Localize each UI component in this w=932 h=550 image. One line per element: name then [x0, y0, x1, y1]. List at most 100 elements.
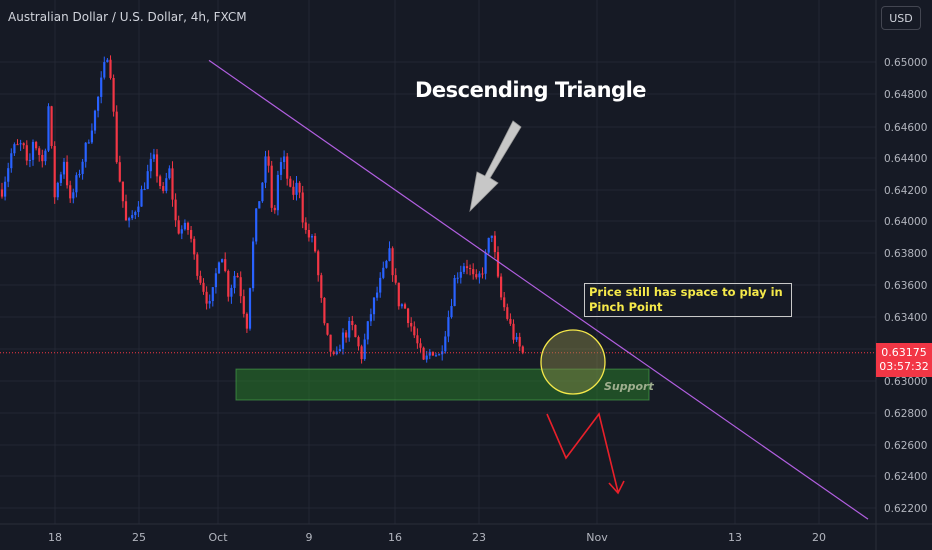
- descending-trendline: [208, 59, 869, 520]
- candle-body: [279, 162, 283, 175]
- candle-body: [307, 229, 310, 238]
- candle-body: [22, 143, 25, 146]
- candle-body: [326, 323, 329, 335]
- candle-body: [345, 332, 348, 338]
- candle-body: [41, 154, 44, 162]
- candle-body: [407, 308, 410, 324]
- candle-body: [394, 275, 397, 283]
- price-tick-label: 0.65000: [884, 57, 927, 69]
- candle-body: [292, 186, 295, 195]
- candle-body: [273, 207, 276, 211]
- candle-body: [506, 307, 509, 319]
- candle-body: [31, 141, 35, 160]
- candle-body: [301, 192, 304, 223]
- candle-body: [403, 304, 407, 309]
- candle-body: [369, 314, 372, 322]
- candle-body: [456, 277, 459, 279]
- candle-body: [248, 288, 252, 329]
- pinch-point-circle: [540, 329, 606, 395]
- last-price-value: 0.63175: [881, 346, 927, 359]
- candle-body: [329, 334, 332, 352]
- candle-body: [211, 287, 214, 302]
- candle-body: [62, 161, 66, 175]
- candle-body: [50, 106, 53, 147]
- projection-arrow-head: [608, 480, 625, 495]
- candle-body: [35, 141, 38, 149]
- candle-body: [19, 143, 22, 145]
- candle-body: [376, 292, 379, 298]
- candle-body: [69, 185, 72, 199]
- candle-body: [493, 235, 496, 253]
- candle-body: [162, 186, 165, 191]
- candle-body: [180, 229, 183, 234]
- candle-body: [137, 206, 140, 213]
- price-tick-label: 0.63000: [884, 376, 927, 388]
- candle-body: [283, 156, 286, 163]
- candle-body: [360, 346, 363, 360]
- price-tick-label: 0.62200: [884, 503, 927, 515]
- price-tick-label: 0.63800: [884, 248, 927, 260]
- candle-body: [298, 182, 301, 193]
- candle-body: [428, 351, 431, 356]
- candle-body: [441, 351, 444, 355]
- candle-body: [93, 110, 97, 131]
- candle-body: [512, 323, 515, 340]
- candle-body: [515, 336, 518, 340]
- candle-body: [475, 274, 478, 278]
- currency-button[interactable]: USD: [881, 6, 921, 30]
- candle-body: [388, 248, 391, 261]
- candle-body: [354, 325, 357, 338]
- candle-body: [363, 339, 366, 360]
- candle-body: [422, 347, 425, 360]
- candle-body: [385, 260, 388, 268]
- candle-body: [252, 241, 255, 289]
- price-tick-label: 0.62800: [884, 408, 927, 420]
- candle-body: [320, 275, 323, 298]
- candle-body: [155, 154, 159, 177]
- candle-body: [146, 171, 149, 189]
- candle-body: [236, 275, 239, 278]
- candle-body: [338, 349, 341, 352]
- candle-body: [168, 168, 171, 179]
- candle-body: [425, 355, 428, 360]
- candle-body: [140, 189, 143, 207]
- candle-body: [25, 145, 28, 161]
- candle-body: [100, 77, 103, 97]
- candle-body: [317, 251, 320, 276]
- pinch-point-note: Price still has space to play in Pinch P…: [584, 283, 792, 317]
- candle-body: [496, 252, 500, 277]
- candle-body: [323, 297, 326, 324]
- candle-body: [66, 161, 69, 186]
- candle-body: [7, 168, 10, 182]
- symbol-title[interactable]: Australian Dollar / U.S. Dollar, 4h, FXC…: [8, 10, 247, 24]
- time-tick-label: 18: [48, 531, 62, 544]
- candle-body: [379, 277, 382, 293]
- candle-body: [227, 270, 230, 297]
- candle-body: [149, 158, 152, 172]
- candle-body: [416, 335, 419, 344]
- candle-body: [304, 222, 307, 230]
- time-tick-label: Nov: [586, 531, 608, 544]
- candle-body: [366, 321, 369, 340]
- candle-body: [199, 275, 202, 283]
- candle-body: [183, 222, 186, 230]
- candle-body: [90, 130, 93, 143]
- time-axis: 18 25 Oct 9 16 23 Nov 13 20: [0, 523, 932, 544]
- candle-body: [47, 106, 50, 151]
- candle-body: [314, 236, 317, 252]
- candle-body: [84, 142, 87, 162]
- support-zone: [235, 368, 650, 401]
- candle-body: [357, 337, 360, 347]
- candle-body: [115, 111, 118, 163]
- candle-body: [410, 323, 413, 327]
- candle-body: [87, 142, 90, 144]
- candle-body: [190, 230, 193, 239]
- support-label: Support: [604, 380, 654, 393]
- candle-body: [28, 159, 31, 161]
- candle-body: [97, 96, 100, 111]
- candle-body: [521, 346, 524, 353]
- candle-body: [484, 252, 487, 274]
- candle-body: [509, 318, 512, 324]
- candle-body: [413, 326, 416, 336]
